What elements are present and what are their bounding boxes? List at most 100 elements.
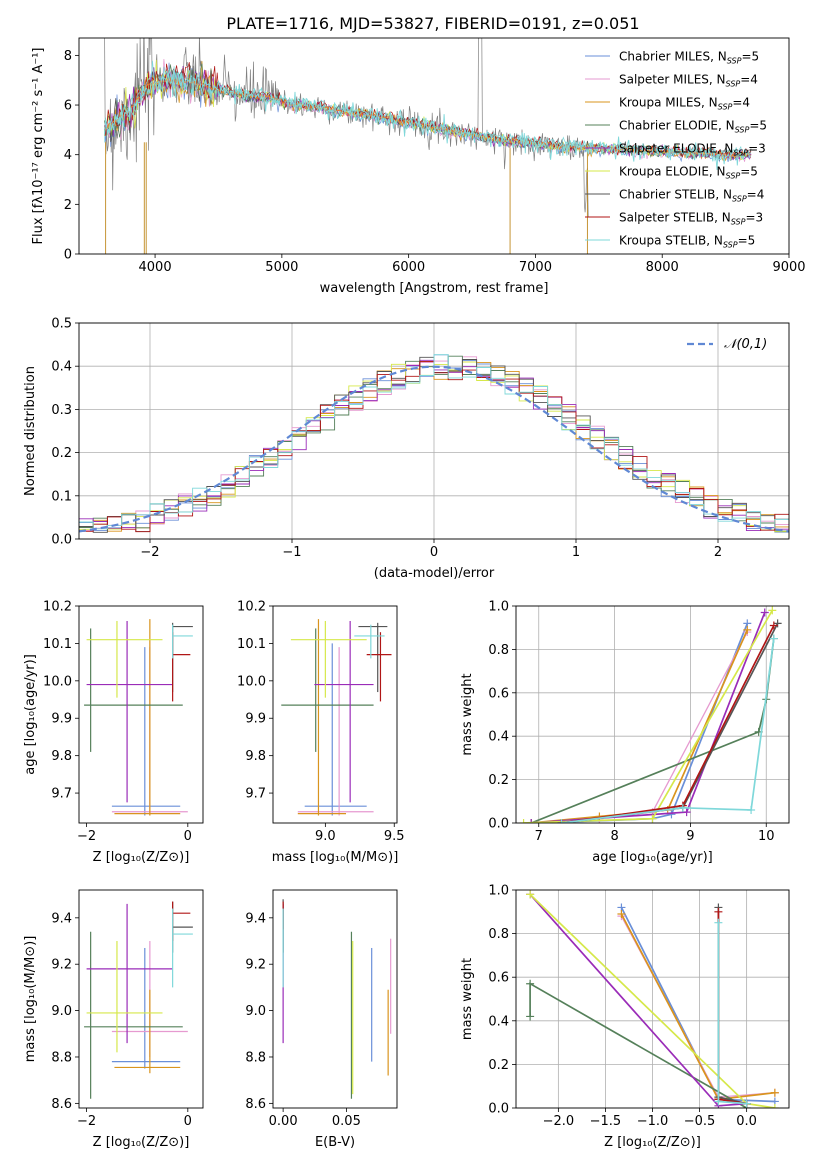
x-tick-label: −2.0 [543,1114,575,1129]
y-tick-label: 10.1 [237,637,266,652]
axes-frame [515,605,790,824]
series-line [717,911,747,1105]
x-axis-label: mass [log₁₀(M/M⊙)] [272,850,399,865]
histogram-kroupa-stelib [79,354,789,530]
y-tick-label: 9.2 [245,958,266,973]
y-axis-label: mass [log₁₀(M/M⊙)] [23,936,38,1063]
plot-area-mass_vs_ebv [282,899,392,1099]
x-tick-label: 5000 [265,260,298,275]
series-kroupa-elodie [519,606,777,823]
x-tick-label: 8000 [646,260,679,275]
errorbar-chabrier-miles [111,947,181,1069]
series-marker [667,810,676,819]
panel-mass_vs_Z: −2 0 8.6 8.8 9.0 9.2 9.4 Z [log₁₀(Z/Z⊙)] mass [l… [23,889,204,1150]
legend-label-salpeter-stelib: Salpeter STELIB, NSSP=3 [619,211,763,227]
x-tick-label: 0 [430,545,438,560]
x-tick-label: −1.0 [637,1114,669,1129]
errorbar-salpeter-stelib [172,901,191,942]
errorbar-chabrier-stelib [358,622,388,693]
x-tick-label: −2 [140,545,159,560]
errorbar-kroupa-stelib [172,624,193,659]
errorbar-salpeter-elodie [86,903,173,1044]
axes-frame [272,889,398,1109]
legend-label-sub: SSP [733,149,748,158]
x-tick-label: −1 [282,545,301,560]
legend-label-salpeter-elodie: Salpeter ELODIE, NSSP=3 [619,142,766,158]
x-tick-label: −1.5 [590,1114,622,1129]
y-tick-label: 1.0 [488,884,509,899]
plot-area-spectrum [103,38,752,254]
series-marker [714,907,723,916]
normal-curve [79,365,789,533]
errorbar-salpeter-elodie [314,620,374,803]
series-marker [678,803,687,812]
errorbar-kroupa-stelib [354,624,385,659]
x-axis-label: Z [log₁₀(Z/Z⊙)] [604,1135,701,1150]
series-marker [747,805,756,814]
legend-label-chabrier-elodie: Chabrier ELODIE, NSSP=5 [619,119,767,135]
y-tick-label: 9.8 [51,749,72,764]
y-tick-label: 9.4 [245,911,266,926]
y-tick-label: 9.8 [245,749,266,764]
legend-label-text: Salpeter MILES, N [619,73,726,87]
legend-label-text: Salpeter ELODIE, N [619,142,733,156]
y-axis-label: Normed distribution [23,366,38,496]
legend: Chabrier MILES, NSSP=5 Salpeter MILES, N S… [585,50,767,250]
panel-age_vs_mass: 9.0 9.5 9.7 9.8 9.9 10.0 10.1 10.2 mass [log₁₀(M… [237,600,405,866]
y-tick-label: 0.3 [51,403,72,418]
errorbar-chabrier-elodie [281,628,374,752]
series-marker [769,634,778,643]
x-tick-label: 0.00 [269,1114,298,1129]
series-line [561,638,775,823]
y-tick-label: 0.6 [488,971,509,986]
y-tick-label: 10.0 [43,674,72,689]
errorbar-kroupa-elodie [86,941,163,1053]
series-marker [526,890,535,899]
series-kroupa-stelib [557,634,778,823]
y-tick-label: 0.0 [488,1102,509,1117]
series-chabrier-elodie [527,634,778,823]
panel-weight_vs_age: 7 8 9 10 0.0 0.2 0.4 0.6 0.8 1.0 age [log₁₀(age/yr… [460,600,790,865]
x-axis-label: wavelength [Angstrom, rest frame] [320,281,549,296]
series-line [620,913,775,1101]
plot-area-weight_vs_Z [526,890,779,1108]
series-line [561,623,779,823]
legend-label-suffix: =5 [741,50,759,64]
x-tick-label: 8 [610,829,618,844]
legend-label-normal: 𝒩(0,1) [724,337,767,352]
errorbar-kroupa-elodie [86,620,163,698]
y-tick-label: 0 [64,248,72,263]
x-tick-label: 10 [758,829,775,844]
y-tick-label: 0.0 [488,817,509,832]
y-tick-label: 9.4 [51,911,72,926]
x-tick-label: −2 [77,829,96,844]
y-tick-label: 9.2 [51,958,72,973]
errorbar-salpeter-miles [297,647,374,816]
series-marker [760,608,769,617]
plot-area-age_vs_Z [84,619,193,816]
legend-label-suffix: =5 [738,234,756,248]
y-tick-label: 0.4 [51,360,72,375]
errorbar-kroupa-stelib [172,908,193,988]
legend-label-chabrier-miles: Chabrier MILES, NSSP=5 [619,50,759,66]
y-axis-label: Flux [fλ10⁻¹⁷ erg cm⁻² s⁻¹ A⁻¹] [31,48,46,245]
legend-label-suffix: =4 [740,73,758,87]
errorbar-salpeter-stelib [172,632,191,702]
series-chabrier-stelib [557,619,782,823]
legend-label-sub: SSP [723,241,738,250]
x-tick-label: 9000 [772,260,805,275]
axes-frame [78,889,204,1109]
x-tick-label: −0.5 [684,1114,716,1129]
series-marker [714,1097,723,1106]
series-chabrier-miles [527,619,752,823]
legend-label-chabrier-stelib: Chabrier STELIB, NSSP=4 [619,188,764,204]
series-marker [773,619,782,628]
x-axis-label: Z [log₁₀(Z/Z⊙)] [93,850,190,865]
series-marker [617,909,626,918]
errorbar-kroupa-miles [114,989,181,1074]
legend-label-text: Kroupa ELODIE, N [619,165,726,179]
series-line [529,982,748,1108]
plot-area-age_vs_mass [281,619,392,816]
legend-label-text: Chabrier ELODIE, N [619,119,735,133]
